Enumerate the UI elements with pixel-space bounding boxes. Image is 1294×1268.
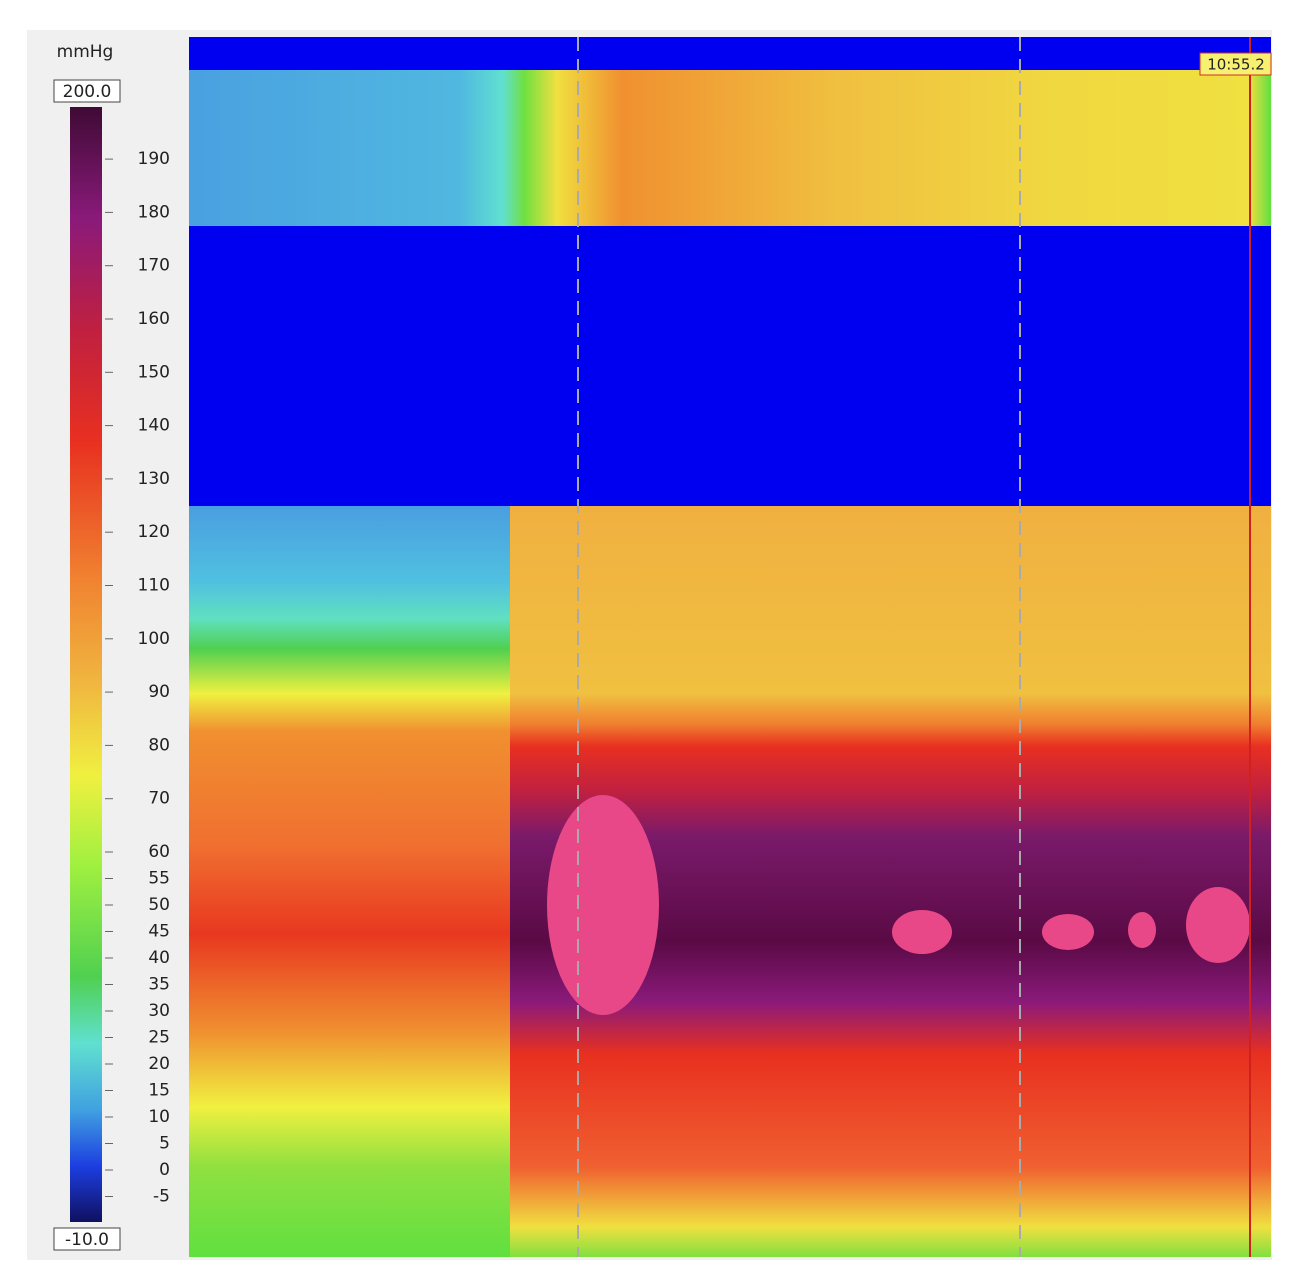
- peak-zone: [1042, 914, 1094, 950]
- scale-label: 25: [148, 1028, 170, 1048]
- scale-label: 0: [159, 1160, 170, 1180]
- scale-label: 100: [138, 629, 170, 649]
- min-box[interactable]: [53, 1227, 121, 1251]
- max-label[interactable]: 200.0: [63, 82, 112, 102]
- scale-label: 140: [138, 416, 170, 436]
- time-label: 10:55.2: [1207, 56, 1265, 74]
- scale-label: 15: [148, 1081, 170, 1101]
- scale-label: 55: [148, 869, 170, 889]
- scale-label: 160: [138, 309, 170, 329]
- scale-label: 80: [148, 735, 170, 755]
- scale-label: 110: [138, 576, 170, 596]
- min-label[interactable]: -10.0: [65, 1230, 109, 1250]
- scale-label: 170: [138, 256, 170, 276]
- unit-label: mmHg: [57, 42, 114, 62]
- peak-zone: [1128, 912, 1156, 948]
- time-box: [1199, 52, 1272, 76]
- scale-label: 45: [148, 922, 170, 942]
- max-box[interactable]: [53, 79, 121, 103]
- upper-band: [189, 70, 1271, 226]
- peak-zone: [1186, 887, 1250, 963]
- scale-label: 60: [148, 842, 170, 862]
- scale-label: -5: [153, 1187, 170, 1207]
- peak-zone: [547, 795, 659, 1015]
- scale-label: 90: [148, 682, 170, 702]
- scale-label: 5: [159, 1134, 170, 1154]
- pressure-left: [189, 506, 510, 1257]
- scale-label: 120: [138, 522, 170, 542]
- color-bar: [70, 107, 102, 1222]
- scale-label: 190: [138, 149, 170, 169]
- scale-label: 180: [138, 202, 170, 222]
- scale-label: 35: [148, 975, 170, 995]
- scale-label: 70: [148, 789, 170, 809]
- scale-label: 30: [148, 1001, 170, 1021]
- scale-label: 10: [148, 1107, 170, 1127]
- scale-label: 20: [148, 1054, 170, 1074]
- scale-label: 50: [148, 895, 170, 915]
- peak-zone: [892, 910, 952, 954]
- scale-label: 150: [138, 362, 170, 382]
- scale-label: 130: [138, 469, 170, 489]
- scale-label: 40: [148, 948, 170, 968]
